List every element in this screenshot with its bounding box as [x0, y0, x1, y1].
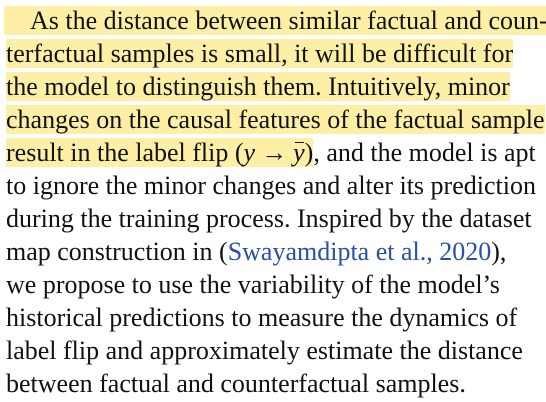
- text-line-3: the model to distinguish them. Intuitive…: [6, 70, 510, 103]
- text-line-10: historical predictions to measure the dy…: [6, 301, 517, 334]
- math-y-bar: y: [293, 138, 305, 167]
- line-text: , and the model is apt: [313, 138, 536, 167]
- highlighted-text: the model to distinguish them. Intuitive…: [6, 72, 510, 101]
- line-text: historical predictions to measure the dy…: [6, 303, 518, 332]
- line-text: label flip and approximately estimate th…: [6, 336, 523, 365]
- text-line-1: As the distance between similar factual …: [4, 4, 546, 37]
- highlighted-text: result in the label flip (y → y): [6, 138, 314, 167]
- math-y: y: [243, 138, 256, 167]
- text-line-4: changes on the causal features of the fa…: [6, 103, 545, 136]
- line-text: result in the label flip (: [6, 138, 244, 167]
- text-line-5: result in the label flip (y → y), and the …: [6, 136, 536, 169]
- line-text: during the training process. Inspired by…: [6, 204, 532, 233]
- line-text: we propose to use the variability of the…: [6, 270, 500, 299]
- close-paren: ): [304, 138, 314, 167]
- text-line-7: during the training process. Inspired by…: [6, 202, 532, 235]
- text-line-9: we propose to use the variability of the…: [6, 268, 500, 301]
- line-text: to ignore the minor changes and alter it…: [6, 171, 536, 200]
- line-text: between factual and counterfactual sampl…: [6, 369, 466, 398]
- line-text: map construction in (: [6, 237, 228, 266]
- text-line-12: between factual and counterfactual sampl…: [6, 367, 466, 400]
- text-line-2: terfactual samples is small, it will be …: [6, 37, 514, 70]
- text-line-8: map construction in (Swayamdipta et al.,…: [6, 235, 506, 268]
- citation-link[interactable]: Swayamdipta et al., 2020: [227, 237, 492, 266]
- math-arrow: →: [261, 138, 288, 167]
- text-line-11: label flip and approximately estimate th…: [6, 334, 523, 367]
- highlighted-text: changes on the causal features of the fa…: [6, 105, 545, 134]
- highlighted-text: As the distance between similar factual …: [4, 6, 546, 35]
- line-text: ),: [491, 237, 507, 266]
- highlighted-text: terfactual samples is small, it will be …: [6, 39, 514, 68]
- text-line-6: to ignore the minor changes and alter it…: [6, 169, 536, 202]
